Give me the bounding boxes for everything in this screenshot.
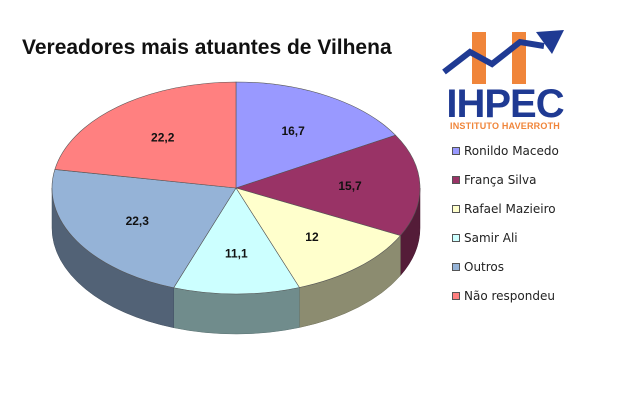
legend-label: Não respondeu <box>464 288 555 303</box>
legend-swatch <box>452 175 460 184</box>
logo-subtitle: INSTITUTO HAVERROTH <box>450 121 560 131</box>
pie-top-faces <box>51 81 421 295</box>
legend-item-2: Rafael Mazieiro <box>452 194 559 223</box>
chart-legend: Ronildo Macedo França Silva Rafael Mazieir… <box>452 136 559 310</box>
pie-slice-0 <box>235 81 397 189</box>
chart-title: Vereadores mais atuantes de Vilhena <box>22 36 392 59</box>
legend-label: Rafael Mazieiro <box>464 201 556 216</box>
legend-swatch <box>452 204 460 213</box>
pie-label-1: 15,7 <box>338 179 362 193</box>
pie-slice-1 <box>234 134 421 236</box>
pie-slice-2 <box>235 187 402 288</box>
logo-wordmark: IHPEC <box>446 82 564 126</box>
pie-slice-5 <box>54 81 237 189</box>
pie-label-0: 16,7 <box>281 124 305 138</box>
pie-slice-4 <box>51 169 237 289</box>
pie-label-4: 22,3 <box>126 214 150 228</box>
legend-label: Samir Ali <box>464 230 518 245</box>
legend-label: Ronildo Macedo <box>464 143 559 158</box>
pie-label-2: 12 <box>305 230 319 244</box>
legend-label: Outros <box>464 259 505 274</box>
legend-item-5: Não respondeu <box>452 281 559 310</box>
legend-item-1: França Silva <box>452 165 559 194</box>
legend-label: França Silva <box>464 172 537 187</box>
logo-graphic-icon <box>442 30 564 84</box>
pie-data-labels: 16,7 15,7 12 11,1 22,3 22,2 <box>126 124 362 261</box>
legend-swatch <box>452 233 460 242</box>
pie-label-5: 22,2 <box>151 131 175 145</box>
legend-swatch <box>452 291 460 300</box>
legend-swatch <box>452 262 460 271</box>
legend-item-4: Outros <box>452 252 559 281</box>
pie-slice-3 <box>173 187 300 295</box>
legend-item-3: Samir Ali <box>452 223 559 252</box>
legend-swatch <box>452 146 460 155</box>
ihpec-logo: IHPEC INSTITUTO HAVERROTH <box>440 24 570 131</box>
pie-label-3: 11,1 <box>225 247 248 261</box>
pie-side-walls <box>51 187 421 335</box>
legend-item-0: Ronildo Macedo <box>452 136 559 165</box>
